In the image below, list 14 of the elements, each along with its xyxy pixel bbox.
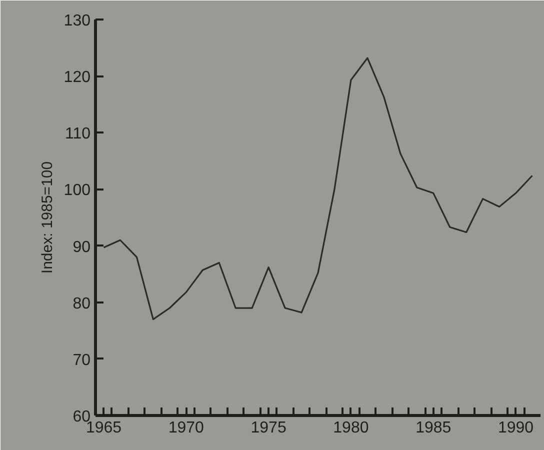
y-tick-label: 110 bbox=[64, 126, 91, 143]
y-tick-label: 120 bbox=[64, 69, 91, 86]
x-tick-label: 1990 bbox=[498, 420, 534, 436]
y-tick-label: 90 bbox=[72, 238, 91, 256]
y-tick-label: 70 bbox=[72, 352, 91, 369]
x-tick-label: 1980 bbox=[333, 420, 369, 436]
x-tick-label: 1975 bbox=[250, 420, 286, 436]
y-tick-label: 130 bbox=[64, 12, 91, 30]
y-tick-label: 80 bbox=[72, 295, 91, 312]
x-tick-label: 1985 bbox=[416, 420, 452, 436]
line-series bbox=[102, 57, 534, 320]
y-axis-title: Index: 1985=100 bbox=[38, 161, 56, 274]
x-tick-label: 1970 bbox=[168, 420, 204, 436]
y-tick-label: 100 bbox=[64, 182, 91, 200]
